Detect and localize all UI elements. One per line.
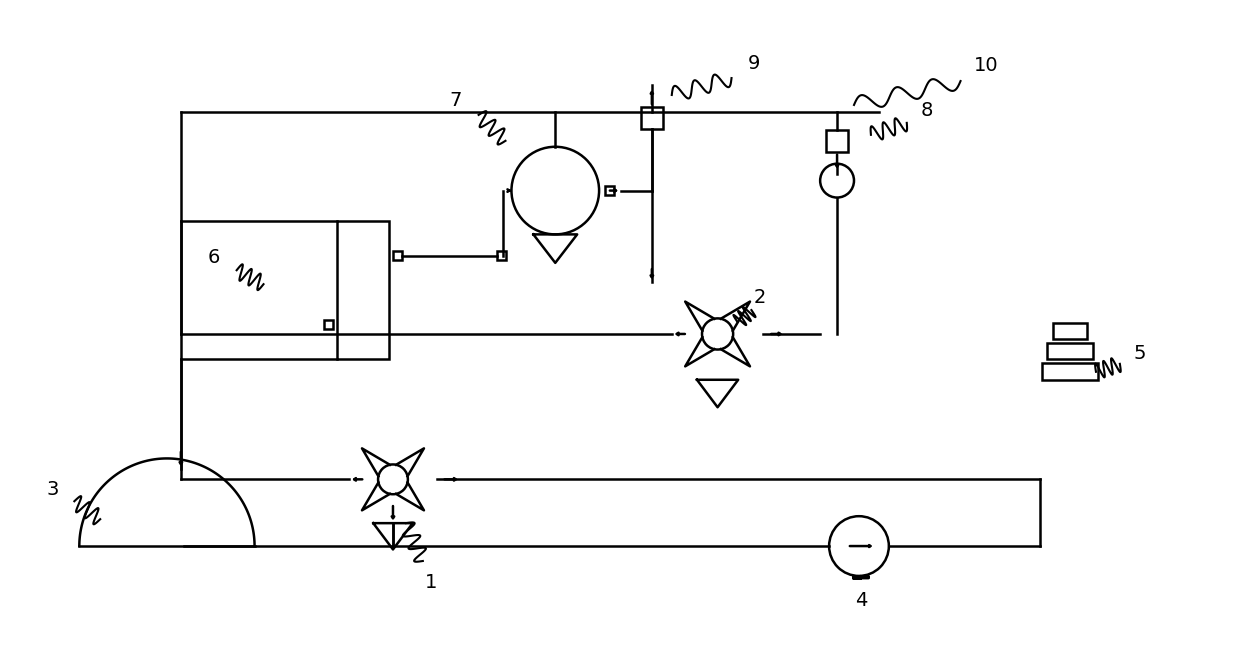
Bar: [337, 222, 389, 359]
Bar: [324, 320, 332, 329]
Bar: [1047, 343, 1092, 359]
Text: 2: 2: [753, 288, 765, 306]
Text: 1: 1: [424, 573, 436, 593]
Text: 5: 5: [1133, 344, 1146, 363]
Bar: [605, 186, 614, 195]
Text: 8: 8: [920, 102, 932, 121]
Bar: [826, 130, 848, 152]
Text: 6: 6: [207, 248, 219, 267]
Bar: [641, 107, 663, 129]
Bar: [1042, 363, 1097, 379]
Text: 4: 4: [854, 591, 867, 610]
Text: 9: 9: [748, 53, 760, 72]
Text: 10: 10: [975, 55, 998, 74]
Text: 3: 3: [46, 480, 58, 499]
Text: 7: 7: [450, 91, 461, 110]
Bar: [1053, 323, 1087, 339]
Bar: [497, 251, 506, 260]
Bar: [393, 251, 403, 260]
